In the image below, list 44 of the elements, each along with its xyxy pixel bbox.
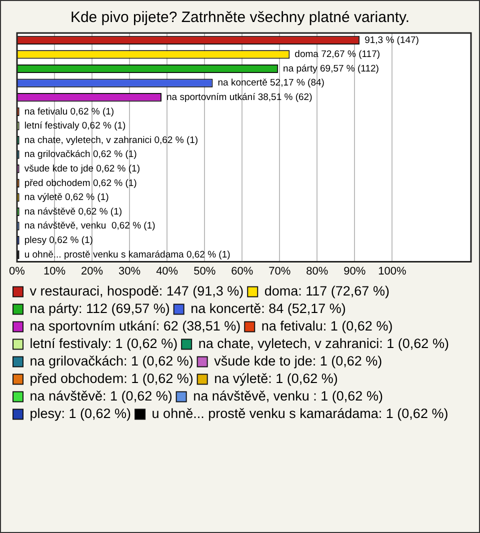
x-tick-label: 90% xyxy=(344,265,366,278)
x-tick-label: 20% xyxy=(81,265,104,278)
data-label: doma 72,67 % (117) xyxy=(294,49,380,60)
legend-label: na grilovačkách: 1 (0,62 %) xyxy=(30,353,194,368)
legend-label: u ohně... prostě venku s kamarádama: 1 (0,62 %) xyxy=(152,406,448,421)
data-label: na párty 69,57 % (112) xyxy=(283,63,379,74)
x-tick-label: 40% xyxy=(156,265,178,278)
data-label: na sportovním utkání 38,51 % (62) xyxy=(166,92,312,103)
data-label: na fetivalu 0,62 % (1) xyxy=(24,106,114,118)
x-tick-label: 60% xyxy=(231,265,254,278)
data-label: na grilovačkách 0,62 % (1) xyxy=(24,149,137,160)
legend-label: na chate, vyletech, v zahranici: 1 (0,62 %) xyxy=(198,336,449,351)
chart-title: Kde pivo pijete? Zatrhněte všechny platné varianty. xyxy=(69,9,411,28)
legend-label: plesy: 1 (0,62 %) xyxy=(30,406,132,421)
data-label: na návštěvě 0,62 % (1) xyxy=(24,206,122,218)
legend-label: doma: 117 (72,67 %) xyxy=(264,283,390,298)
legend-label: v restauraci, hospodě: 147 (91,3 %) xyxy=(30,283,244,298)
x-tick-label: 10% xyxy=(44,265,66,278)
data-label: 91,3 % (147) xyxy=(364,34,419,46)
x-tick-label: 50% xyxy=(194,265,216,278)
legend-label: na výletě: 1 (0,62 %) xyxy=(214,370,338,386)
legend-label: na fetivalu: 1 (0,62 %) xyxy=(261,318,393,334)
data-label: plesy 0,62 % (1) xyxy=(24,234,93,246)
legend-label: na návštěvě, venku : 1 (0,62 %) xyxy=(193,388,383,404)
x-tick-label: 0% xyxy=(9,265,26,278)
x-tick-label: 70% xyxy=(268,265,291,278)
legend-label: před obchodem: 1 (0,62 %) xyxy=(30,370,194,386)
legend-label: letní festivaly: 1 (0,62 %) xyxy=(30,336,178,351)
data-label: u ohně... prostě venku s kamarádama 0,62 % (1) xyxy=(24,249,230,260)
data-label: na výletě 0,62 % (1) xyxy=(24,192,109,204)
data-label: letní festivaly 0,62 % (1) xyxy=(24,120,126,132)
data-label: na koncertě 52,17 % (84) xyxy=(218,78,324,89)
data-label: před obchodem 0,62 % (1) xyxy=(24,178,137,189)
x-tick-label: 30% xyxy=(118,265,141,278)
x-tick-label: 80% xyxy=(306,265,328,278)
legend-label: na koncertě: 84 (52,17 %) xyxy=(190,300,346,316)
legend-label: všude kde to jde: 1 (0,62 %) xyxy=(214,353,382,368)
legend-label: na párty: 112 (69,57 %) xyxy=(30,300,170,316)
data-label: všude kde to jde 0,62 % (1) xyxy=(24,163,140,174)
x-tick-label: 100% xyxy=(378,265,406,278)
legend-label: na sportovním utkání: 62 (38,51 %) xyxy=(30,318,241,334)
legend-label: na návštěvě: 1 (0,62 %) xyxy=(30,388,172,404)
data-label: na návštěvě, venku 0,62 % (1) xyxy=(24,220,156,232)
data-label: na chate, vyletech, v zahranici 0,62 % (1) xyxy=(24,134,198,146)
